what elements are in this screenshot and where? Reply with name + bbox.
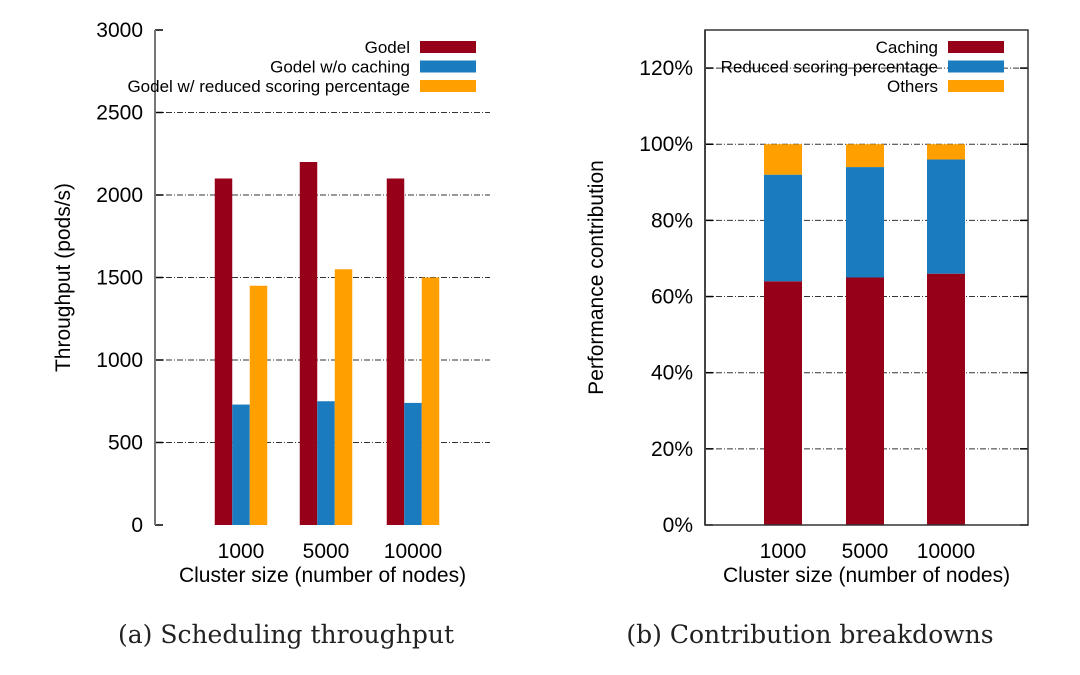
bar-godel-w-o-caching-1000 bbox=[232, 404, 250, 525]
x-tick-label: 10000 bbox=[917, 540, 975, 563]
y-tick-label: 80% bbox=[651, 209, 693, 232]
x-tick-label: 5000 bbox=[303, 540, 350, 563]
legend-swatch bbox=[948, 60, 1004, 73]
y-axis-label: Throughput (pods/s) bbox=[52, 183, 75, 372]
bar-others-5000 bbox=[846, 144, 884, 168]
x-axis-label: Cluster size (number of nodes) bbox=[179, 564, 466, 587]
bar-caching-1000 bbox=[764, 281, 802, 525]
bar-reduced-scoring-percentage-5000 bbox=[846, 167, 884, 278]
y-tick-label: 1500 bbox=[96, 267, 143, 290]
bar-godel-10000 bbox=[386, 178, 405, 525]
caption-b: (b) Contribution breakdowns bbox=[626, 620, 993, 649]
y-tick-label: 2500 bbox=[96, 102, 143, 125]
y-tick-label: 2000 bbox=[96, 184, 143, 207]
caption-a: (a) Scheduling throughput bbox=[118, 620, 454, 649]
bar-caching-5000 bbox=[846, 277, 884, 525]
legend-swatch bbox=[948, 80, 1004, 92]
bar-reduced-scoring-percentage-10000 bbox=[927, 159, 965, 274]
legend-label: Reduced scoring percentage bbox=[721, 58, 938, 77]
legend-label: Others bbox=[887, 77, 938, 96]
bar-godel-1000 bbox=[214, 178, 233, 525]
chart-throughput: 0 500 1000 1500 2000 2500 3000 1000 5000 10000Clu… bbox=[52, 19, 490, 587]
bar-godel-w-reduced-scoring-percentage-10000 bbox=[421, 277, 440, 525]
bar-caching-10000 bbox=[927, 273, 965, 525]
y-tick-label: 120% bbox=[639, 57, 693, 80]
legend-swatch bbox=[420, 41, 476, 53]
x-tick-label: 10000 bbox=[384, 540, 442, 563]
legend-label: Caching bbox=[876, 38, 938, 57]
legend-swatch bbox=[420, 60, 476, 73]
bar-others-10000 bbox=[927, 144, 965, 160]
y-tick-label: 500 bbox=[108, 432, 143, 455]
bar-godel-w-reduced-scoring-percentage-1000 bbox=[249, 285, 268, 525]
y-tick-label: 3000 bbox=[96, 19, 143, 42]
y-axis-label: Performance contribution bbox=[585, 160, 608, 395]
legend-label: Godel bbox=[365, 38, 410, 57]
y-tick-label: 0 bbox=[131, 514, 143, 537]
y-tick-label: 20% bbox=[651, 438, 693, 461]
legend-swatch bbox=[420, 80, 476, 92]
x-tick-label: 1000 bbox=[760, 540, 807, 563]
bar-godel-w-o-caching-10000 bbox=[404, 402, 422, 525]
bar-others-1000 bbox=[764, 144, 802, 175]
y-tick-label: 40% bbox=[651, 362, 693, 385]
bar-godel-w-o-caching-5000 bbox=[317, 401, 335, 525]
x-tick-label: 5000 bbox=[842, 540, 889, 563]
plot-frame bbox=[704, 29, 1029, 526]
bar-godel-w-reduced-scoring-percentage-5000 bbox=[334, 269, 353, 525]
chart-contribution: 0% 20% 40% 60% 80% 100% 120% 1000 5000 10000Clust… bbox=[585, 29, 1029, 587]
x-axis-label: Cluster size (number of nodes) bbox=[723, 564, 1010, 587]
bar-godel-5000 bbox=[299, 162, 318, 525]
legend-label: Godel w/o caching bbox=[270, 58, 410, 77]
legend-swatch bbox=[948, 41, 1004, 53]
bar-reduced-scoring-percentage-1000 bbox=[764, 174, 802, 282]
legend-label: Godel w/ reduced scoring percentage bbox=[127, 77, 410, 96]
x-tick-label: 1000 bbox=[218, 540, 265, 563]
y-tick-label: 0% bbox=[663, 514, 693, 537]
y-tick-label: 60% bbox=[651, 286, 693, 309]
y-tick-label: 100% bbox=[639, 133, 693, 156]
y-tick-label: 1000 bbox=[96, 349, 143, 372]
